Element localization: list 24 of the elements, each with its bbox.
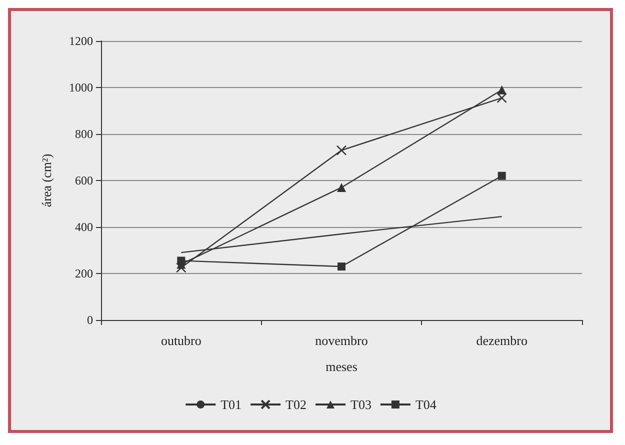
y-tick-label: 1000 [69, 80, 93, 94]
x-tick-label: dezembro [476, 333, 528, 348]
y-tick-label: 600 [75, 174, 93, 188]
y-tick-label: 400 [75, 220, 93, 234]
point [498, 172, 506, 180]
point [336, 145, 347, 156]
y-tick-label: 800 [75, 127, 93, 141]
x-tick-label: outubro [160, 333, 202, 348]
point [176, 262, 186, 273]
point [337, 182, 346, 192]
x-tick-label: novembro [315, 333, 368, 348]
point [338, 262, 346, 271]
point [177, 256, 186, 265]
x-axis-title: meses [326, 359, 358, 374]
legend-label: T04 [415, 397, 437, 412]
legend-label: T01 [220, 397, 242, 412]
point [497, 85, 506, 94]
y-axis-title: área (cm²) [39, 154, 54, 208]
legend-label: T02 [286, 397, 307, 412]
point [496, 92, 507, 104]
legend-label: T03 [350, 397, 372, 412]
y-tick-label: 200 [75, 266, 93, 280]
y-tick-label: 1200 [69, 34, 93, 48]
y-tick-label: 0 [87, 313, 93, 327]
